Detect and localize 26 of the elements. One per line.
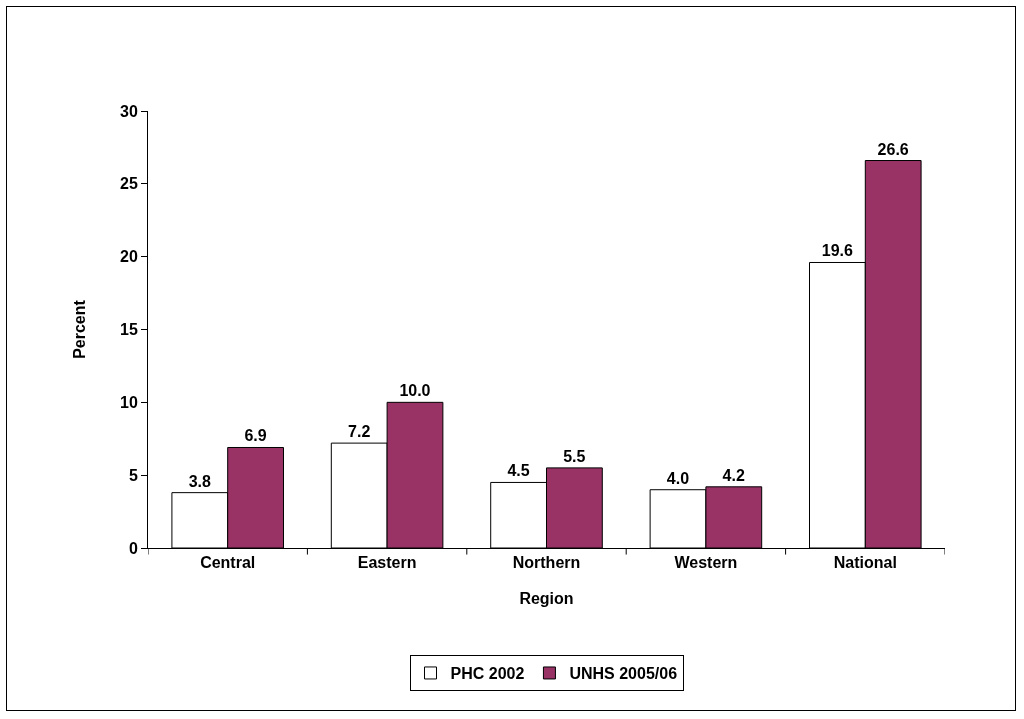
data-label: 4.0 <box>666 469 690 487</box>
x-tick-label: Northern <box>512 554 581 572</box>
x-tick-label: Central <box>200 554 256 572</box>
data-label: 3.8 <box>188 472 211 490</box>
data-label: 5.5 <box>563 447 586 465</box>
y-tick-label: 5 <box>128 466 138 484</box>
x-tick-label: Eastern <box>357 554 417 572</box>
data-label: 4.2 <box>722 466 745 484</box>
data-label: 7.2 <box>348 423 371 441</box>
y-axis-title: Percent <box>70 299 88 359</box>
x-tick-label: National <box>833 554 897 572</box>
data-label: 26.6 <box>877 140 909 158</box>
data-label: 4.5 <box>507 462 530 480</box>
y-tick-label: 0 <box>128 539 138 557</box>
y-tick-label: 20 <box>120 248 138 266</box>
y-tick-label: 15 <box>120 321 138 339</box>
data-label: 6.9 <box>244 427 267 445</box>
y-tick-label: 25 <box>120 175 138 193</box>
y-tick-label: 30 <box>120 102 138 120</box>
data-label: 19.6 <box>821 242 854 260</box>
y-tick-label: 10 <box>120 393 138 411</box>
legend-label: UNHS 2005/06 <box>569 665 678 683</box>
x-axis-title: Region <box>519 589 574 607</box>
legend-label: PHC 2002 <box>450 665 525 683</box>
data-label: 10.0 <box>399 382 431 400</box>
x-tick-label: Western <box>674 554 738 572</box>
